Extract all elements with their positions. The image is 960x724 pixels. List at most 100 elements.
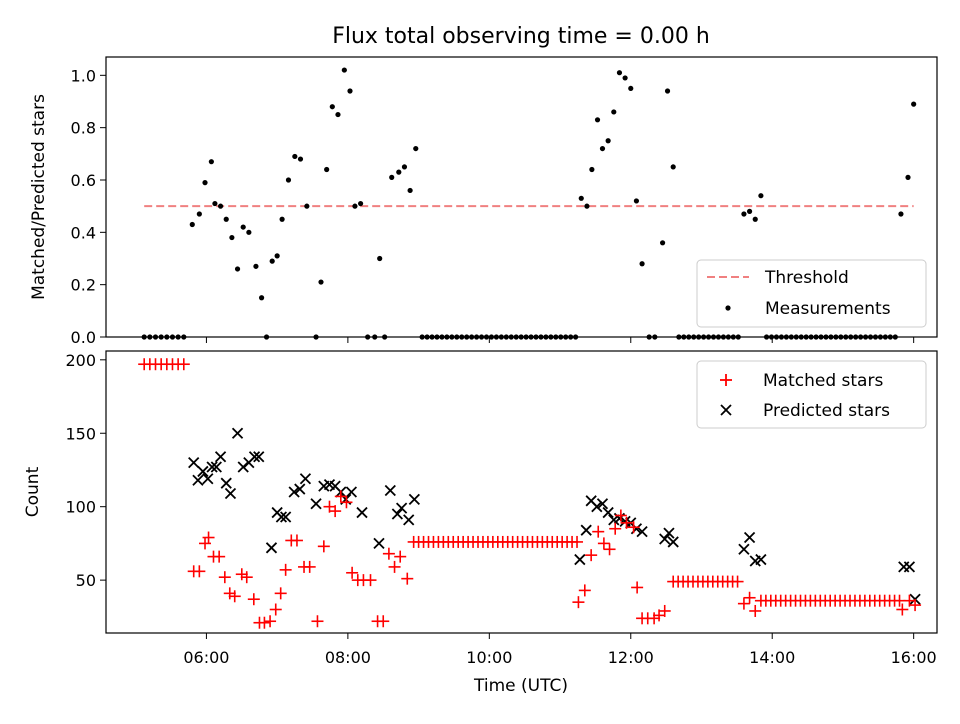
measurement-point bbox=[898, 211, 904, 217]
matched-star-point bbox=[311, 615, 324, 628]
predicted-star-point bbox=[580, 524, 592, 536]
measurement-point bbox=[407, 187, 413, 194]
matched-star-point bbox=[269, 603, 282, 616]
measurement-point bbox=[253, 263, 259, 269]
bottom-xtick-label: 14:00 bbox=[749, 648, 795, 667]
top-ytick-label: 0.0 bbox=[71, 328, 96, 347]
predicted-star-point bbox=[591, 501, 603, 513]
measurement-point bbox=[258, 295, 265, 301]
figure-title: Flux total observing time = 0.00 h bbox=[332, 24, 710, 49]
top-panel: Matched/Predicted stars 0.0 0.2 0.4 0.6 0.8 1… bbox=[29, 56, 938, 347]
legend-matched-swatch bbox=[720, 374, 732, 386]
matched-star-point bbox=[614, 509, 627, 522]
bottom-ytick-label: 100 bbox=[65, 498, 96, 517]
bottom-ylabel: Count bbox=[23, 466, 43, 517]
measurement-point bbox=[212, 200, 218, 207]
measurement-point bbox=[664, 88, 671, 94]
matched-star-point bbox=[382, 547, 395, 560]
predicted-star-point bbox=[408, 493, 420, 505]
top-ylabel: Matched/Predicted stars bbox=[29, 94, 49, 300]
measurement-point bbox=[578, 195, 584, 201]
matched-star-point bbox=[247, 593, 260, 606]
predicted-star-point bbox=[395, 502, 408, 514]
measurement-point bbox=[324, 166, 330, 173]
predicted-star-point bbox=[253, 451, 265, 463]
predicted-star-point bbox=[299, 473, 312, 485]
bottom-ytick-label: 200 bbox=[65, 351, 96, 370]
measurement-point bbox=[905, 174, 911, 180]
measurement-point bbox=[269, 258, 275, 264]
count-points bbox=[138, 358, 922, 629]
predicted-star-point bbox=[659, 533, 671, 545]
measurement-point bbox=[279, 216, 285, 222]
matched-star-point bbox=[279, 563, 292, 576]
predicted-star-point bbox=[248, 451, 261, 463]
predicted-star-point bbox=[210, 461, 222, 473]
measurement-point bbox=[240, 224, 246, 230]
measurement-point bbox=[285, 177, 292, 183]
legend-predicted-swatch bbox=[720, 404, 732, 416]
measurement-point bbox=[599, 145, 606, 152]
measurement-point bbox=[594, 117, 601, 123]
matched-star-point bbox=[597, 537, 610, 550]
predicted-star-point bbox=[288, 486, 300, 498]
predicted-star-point bbox=[403, 514, 415, 526]
matched-star-point bbox=[202, 531, 215, 544]
predicted-star-point bbox=[755, 553, 767, 566]
predicted-star-point bbox=[206, 461, 218, 473]
matched-star-point bbox=[340, 496, 353, 509]
bottom-axes-frame bbox=[105, 350, 938, 634]
measurement-point bbox=[659, 240, 666, 246]
matched-star-point bbox=[620, 516, 633, 529]
measurement-point bbox=[189, 221, 195, 228]
measurement-point bbox=[611, 109, 617, 115]
predicted-star-point bbox=[667, 536, 679, 548]
predicted-star-point bbox=[197, 465, 209, 478]
matched-star-point bbox=[743, 591, 756, 604]
measurement-point bbox=[292, 153, 298, 160]
legend-measurements-label: Measurements bbox=[765, 299, 891, 319]
matched-star-point bbox=[364, 574, 377, 587]
predicted-star-point bbox=[602, 506, 614, 519]
matched-star-point bbox=[603, 543, 616, 556]
matched-star-point bbox=[317, 540, 330, 553]
measurement-point bbox=[196, 211, 202, 217]
measurement-point bbox=[229, 234, 235, 241]
measurement-point bbox=[223, 216, 229, 222]
measurement-point bbox=[318, 279, 324, 285]
matched-star-point bbox=[627, 521, 640, 534]
measurement-point bbox=[389, 174, 395, 180]
matched-star-point bbox=[749, 604, 762, 617]
predicted-star-point bbox=[280, 511, 292, 523]
predicted-star-point bbox=[663, 527, 675, 539]
measurement-point bbox=[628, 85, 634, 92]
predicted-star-point bbox=[220, 477, 232, 489]
matched-star-point bbox=[609, 522, 622, 535]
measurement-point bbox=[341, 67, 347, 73]
measurement-point bbox=[358, 200, 364, 207]
bottom-xtick-label: 06:00 bbox=[183, 648, 229, 667]
bottom-ytick-label: 150 bbox=[65, 424, 96, 443]
predicted-star-point bbox=[231, 427, 244, 439]
predicted-star-point bbox=[345, 486, 358, 498]
legend-threshold-label: Threshold bbox=[764, 268, 849, 288]
measurement-point bbox=[274, 253, 280, 259]
matched-star-point bbox=[658, 604, 671, 617]
predicted-star-point bbox=[903, 561, 916, 573]
matched-star-point bbox=[578, 584, 591, 597]
matched-star-point bbox=[235, 568, 248, 581]
predicted-star-point bbox=[294, 483, 306, 495]
matched-star-point bbox=[388, 560, 401, 573]
measurement-point bbox=[329, 104, 335, 110]
bottom-x-ticks: 06:00 08:00 10:00 12:00 14:00 16:00 bbox=[183, 633, 937, 667]
measurement-point bbox=[752, 216, 758, 222]
bottom-xtick-label: 10:00 bbox=[466, 648, 512, 667]
matched-star-point bbox=[329, 505, 342, 518]
predicted-star-point bbox=[188, 456, 200, 469]
predicted-star-point bbox=[265, 542, 278, 554]
matched-star-point bbox=[377, 615, 390, 628]
predicted-star-point bbox=[275, 511, 288, 523]
bottom-panel: Count Time (UTC) 50 100 150 200 06:00 08:00 1… bbox=[23, 350, 938, 696]
matched-star-point bbox=[303, 560, 316, 573]
